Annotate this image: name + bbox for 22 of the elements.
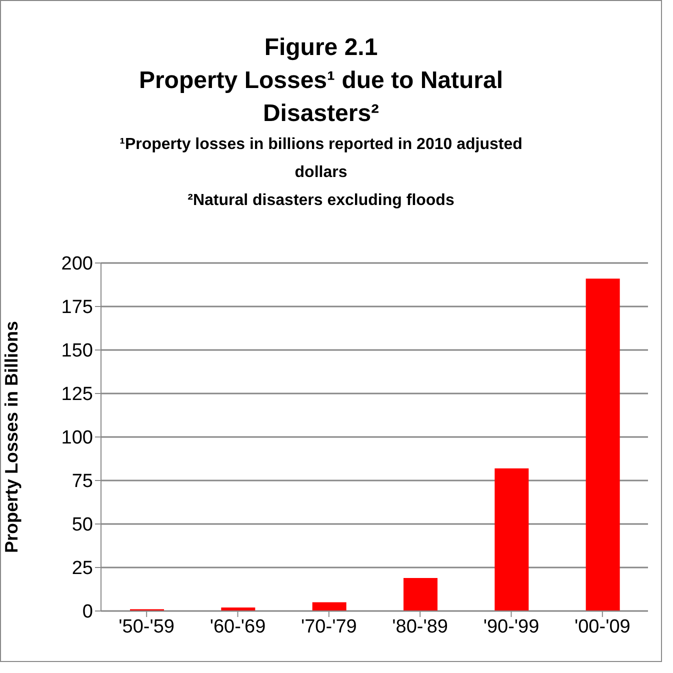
bar: [312, 602, 346, 611]
y-tick-label: 0: [82, 602, 93, 623]
bar: [586, 278, 620, 611]
x-tick-label: '80-'89: [392, 616, 448, 638]
x-tick-label: '70-'79: [300, 616, 357, 638]
y-tick-label: 25: [72, 558, 93, 580]
y-tick-label: 200: [61, 254, 93, 275]
y-tick-label: 75: [72, 471, 93, 492]
y-tick-label: 150: [61, 340, 93, 362]
chart-title: Figure 2.1 Property Losses¹ due to Natural Disasters²: [138, 33, 504, 129]
x-tick-label: '00-'09: [574, 616, 630, 638]
y-axis-title: Property Losses in Billions: [1, 320, 22, 554]
chart-subtitle: ¹Property losses in billions reported in 2010 adjusted dollars ²Natural disasters excluding floods: [118, 135, 524, 211]
bar: [494, 468, 529, 611]
x-tick-label: '90-'99: [483, 616, 540, 638]
y-tick-label: 125: [61, 384, 93, 406]
bar: [404, 578, 438, 611]
y-tick-label: 175: [61, 297, 93, 318]
x-tick-label: '50-'59: [118, 616, 175, 638]
y-tick-label: 100: [61, 428, 93, 449]
y-tick-label: 50: [72, 514, 93, 536]
x-tick-label: '60-'69: [210, 616, 266, 638]
